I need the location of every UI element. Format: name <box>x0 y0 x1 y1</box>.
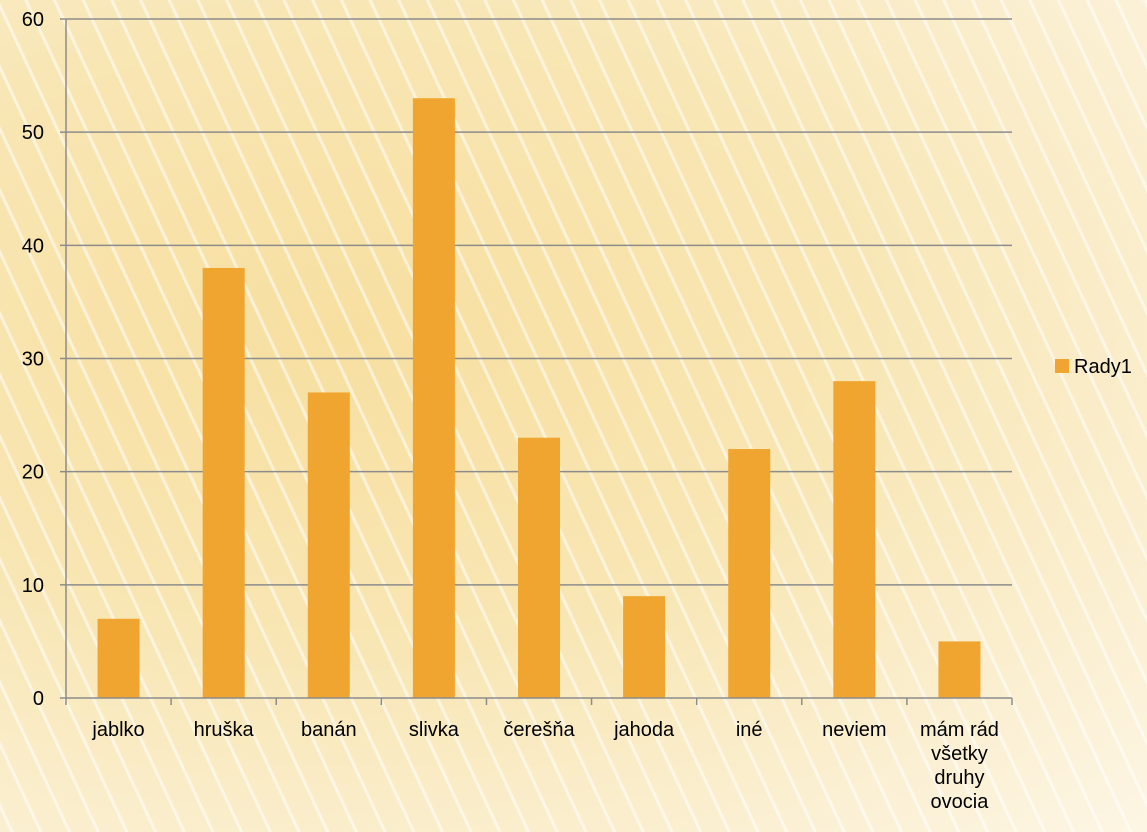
bar <box>728 449 771 698</box>
y-tick-label: 60 <box>22 9 44 31</box>
x-category-label: čerešňa <box>503 719 575 741</box>
y-tick-label: 10 <box>22 575 44 597</box>
legend: Rady1 <box>1055 356 1132 378</box>
y-tick-label: 40 <box>22 235 44 257</box>
bar <box>518 437 560 698</box>
legend-swatch <box>1055 359 1069 373</box>
bar <box>623 596 666 698</box>
x-category-label: jablko <box>91 719 144 741</box>
x-category-label: hruška <box>194 719 255 741</box>
bar <box>97 618 140 698</box>
bar <box>412 98 455 698</box>
x-category-label: jahoda <box>613 719 675 741</box>
bar <box>307 392 350 698</box>
x-category-label: ovocia <box>931 791 990 813</box>
x-category-label: slivka <box>409 719 460 741</box>
bar <box>833 381 876 698</box>
bar <box>202 267 245 698</box>
y-tick-label: 30 <box>22 349 44 371</box>
x-category-label: banán <box>301 719 357 741</box>
y-tick-label: 50 <box>22 122 44 144</box>
x-category-label: neviem <box>822 719 886 741</box>
x-category-label: všetky <box>931 743 988 765</box>
legend-label: Rady1 <box>1074 356 1132 378</box>
x-category-label: mám rád <box>920 719 999 741</box>
x-axis-category-labels: jablko hruška banán slivka čerešňa jahoda iné n… <box>91 719 998 813</box>
y-tick-label: 0 <box>33 688 44 710</box>
bar <box>938 641 981 698</box>
y-tick-label: 20 <box>22 462 44 484</box>
axes <box>60 18 1013 705</box>
bar-series <box>97 98 981 698</box>
y-axis-tick-labels: 0 10 20 30 40 50 60 <box>22 9 44 710</box>
x-category-label: druhy <box>934 767 984 789</box>
x-category-label: iné <box>736 719 763 741</box>
